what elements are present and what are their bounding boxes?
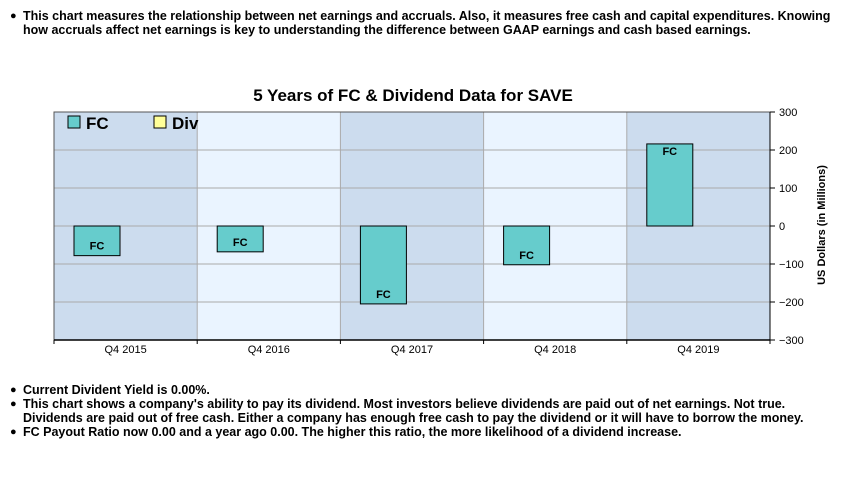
fc-bar [646,143,694,227]
bullet-icon: ● [10,398,17,410]
y-tick-label: 0 [779,221,785,233]
fc-bar-label: FC [519,250,534,262]
legend-fc-label: FC [86,114,109,133]
y-tick-label: 300 [779,107,797,119]
y-tick-label: −300 [779,335,804,347]
y-tick-label: −200 [779,297,804,309]
intro-text: This chart measures the relationship bet… [23,9,831,37]
x-tick-label: Q4 2015 [104,344,146,356]
y-axis-title: US Dollars (in Millions) [816,165,828,285]
note-item: ● FC Payout Ratio now 0.00 and a year ago… [10,425,840,439]
chart-legend: FC Div [67,114,199,133]
fc-bar-label: FC [662,146,677,158]
fc-bar [359,225,407,305]
note-text: This chart shows a company's ability to … [23,397,804,425]
fc-bar [503,225,551,266]
x-tick-label: Q4 2018 [534,344,576,356]
fc-dividend-chart: 5 Years of FC & Dividend Data for SAVE −… [53,86,828,356]
note-item: ● Current Divident Yield is 0.00%. [10,383,840,397]
legend-div-label: Div [172,114,199,133]
x-tick-label: Q4 2019 [677,344,719,356]
note-text: Current Divident Yield is 0.00%. [23,383,210,397]
chart-title: 5 Years of FC & Dividend Data for SAVE [253,86,573,105]
intro-note: ● This chart measures the relationship b… [10,9,855,37]
bullet-icon: ● [10,426,17,438]
fc-bar [73,225,121,257]
x-tick-label: Q4 2016 [248,344,290,356]
y-tick-label: −100 [779,259,804,271]
fc-bar-label: FC [233,237,248,249]
fc-bar [216,225,264,253]
note-item: ● This chart shows a company's ability to… [10,397,840,425]
legend-fc-swatch [67,115,81,129]
y-tick-label: 100 [779,183,797,195]
bullet-icon: ● [10,384,17,396]
legend-div-swatch [153,115,167,129]
fc-bar-label: FC [376,289,391,301]
note-text: FC Payout Ratio now 0.00 and a year ago … [23,425,682,439]
fc-bar-label: FC [90,241,105,253]
x-tick-label: Q4 2017 [391,344,433,356]
bullet-icon: ● [10,10,17,22]
y-tick-label: 200 [779,145,797,157]
notes-list: ● Current Divident Yield is 0.00%. ● This c… [10,383,840,439]
